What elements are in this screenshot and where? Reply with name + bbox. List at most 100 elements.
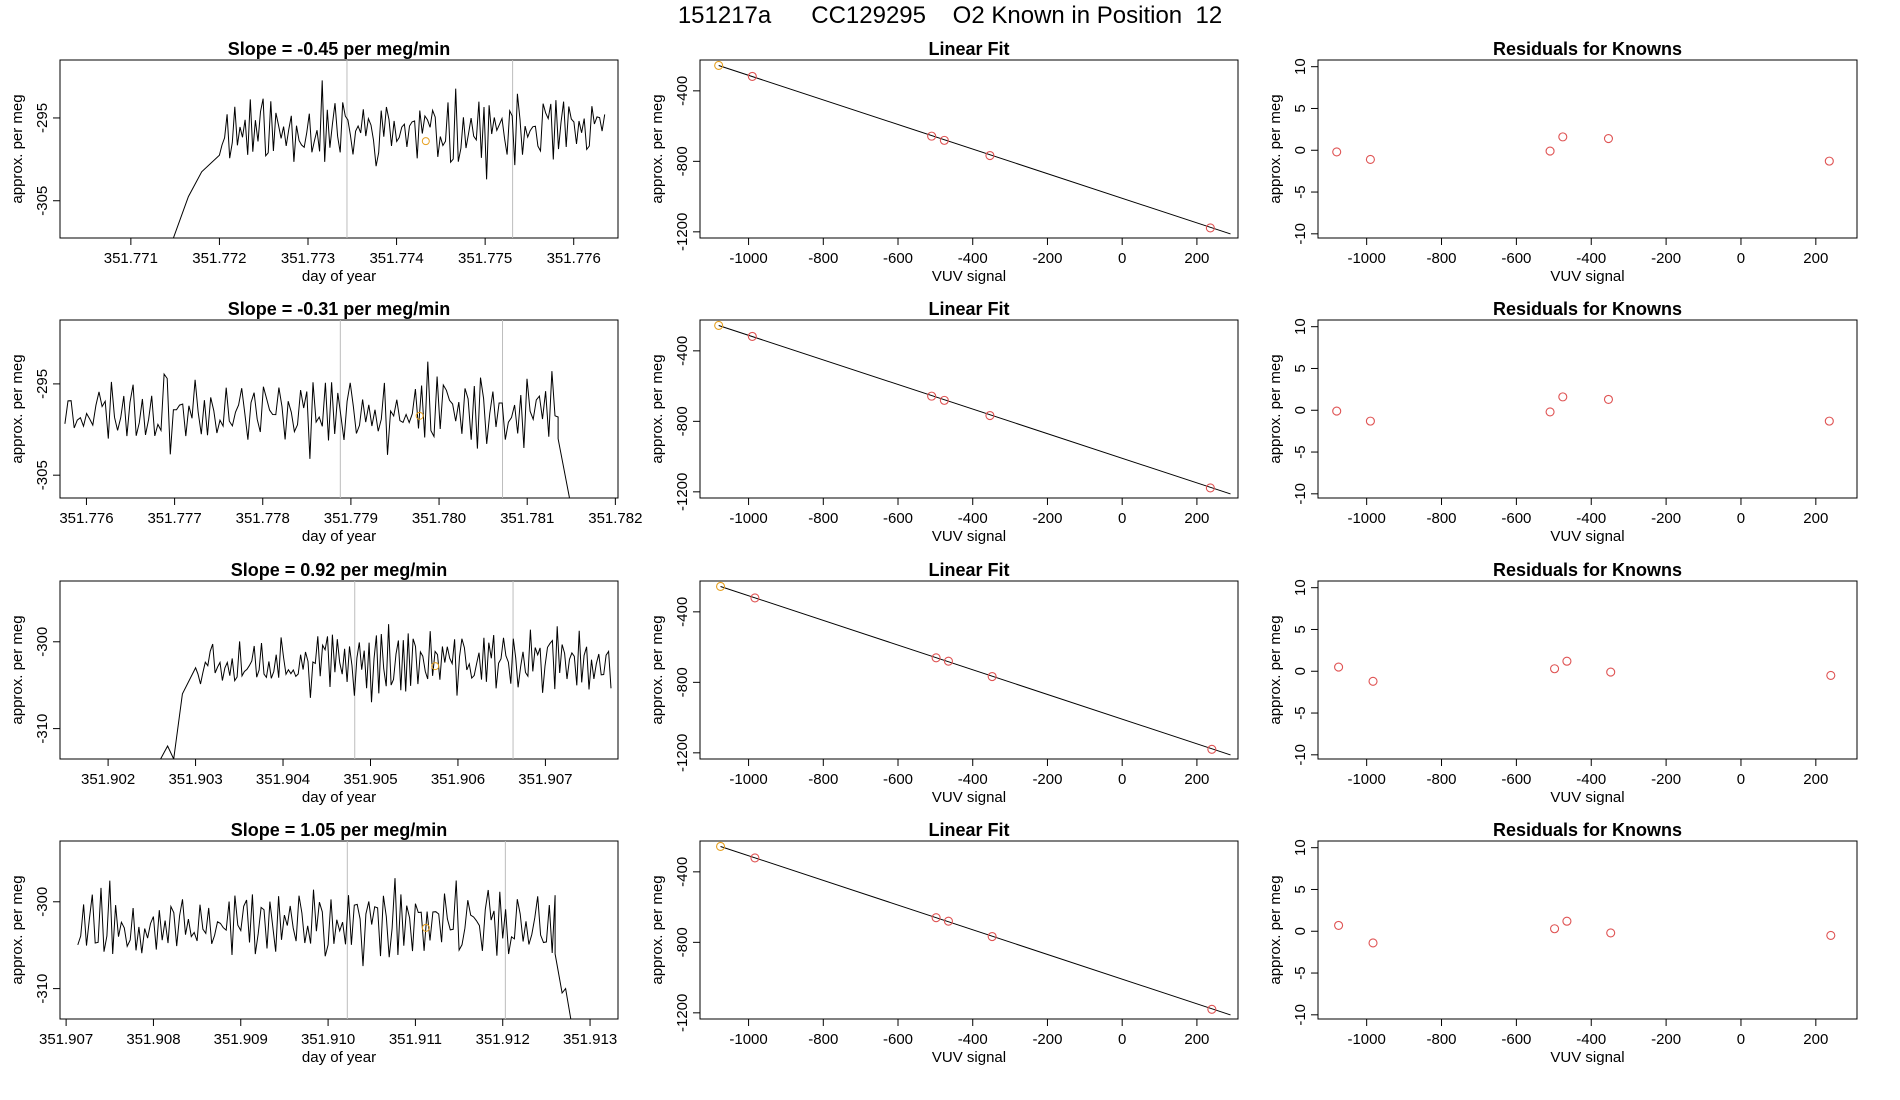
plot-area (77, 841, 572, 1019)
data-point (1550, 664, 1560, 674)
data-point (1205, 483, 1215, 493)
x-axis-label: day of year (302, 268, 376, 285)
x-tick-label: 0 (1737, 1031, 1745, 1048)
y-tick-label: -800 (674, 406, 691, 436)
y-tick-label: -1200 (674, 213, 691, 251)
data-point (1545, 146, 1555, 156)
y-tick-label: 10 (1292, 579, 1309, 596)
x-tick-label: 351.903 (168, 771, 222, 788)
panel-title: Residuals for Knowns (1493, 39, 1682, 59)
x-tick-label: 351.775 (458, 250, 512, 267)
x-axis-label: VUV signal (1550, 528, 1624, 545)
y-axis-label: approx. per meg (1267, 94, 1284, 203)
data-point (1824, 156, 1834, 166)
data-point (1334, 662, 1344, 672)
data-point (1207, 744, 1217, 754)
data-point (1365, 154, 1375, 164)
x-tick-label: 351.779 (324, 510, 378, 527)
x-axis-label: VUV signal (932, 268, 1006, 285)
y-tick-label: -300 (34, 887, 51, 917)
x-axis-label: day of year (302, 789, 376, 806)
y-tick-label: -295 (34, 369, 51, 399)
data-point (1606, 928, 1616, 938)
y-axis-label: approx. per meg (9, 354, 26, 463)
x-tick-label: -800 (1427, 771, 1457, 788)
x-tick-label: 351.772 (192, 250, 246, 267)
y-axis-label: approx. per meg (649, 354, 666, 463)
x-tick-label: 200 (1803, 250, 1828, 267)
y-tick-label: -300 (34, 627, 51, 657)
plot-frame (699, 319, 1239, 499)
x-tick-label: -400 (958, 510, 988, 527)
x-tick-label: 0 (1737, 771, 1745, 788)
data-point (1826, 930, 1836, 940)
x-tick-label: 351.904 (256, 771, 310, 788)
plot-area (1332, 132, 1834, 166)
x-tick-label: -200 (1032, 510, 1062, 527)
y-tick-label: -310 (34, 974, 51, 1004)
x-tick-label: -1000 (1347, 510, 1385, 527)
y-tick-label: -5 (1292, 185, 1309, 198)
x-tick-label: 351.907 (39, 1031, 93, 1048)
data-point (1365, 416, 1375, 426)
data-point (1824, 416, 1834, 426)
data-point (1606, 667, 1616, 677)
x-tick-label: 351.912 (476, 1031, 530, 1048)
plot-area (1332, 392, 1834, 426)
x-tick-label: -600 (883, 510, 913, 527)
y-tick-label: -400 (674, 597, 691, 627)
x-tick-label: -600 (883, 250, 913, 267)
x-tick-label: -400 (1576, 1031, 1606, 1048)
x-tick-label: -800 (808, 1031, 838, 1048)
x-tick-label: -200 (1651, 771, 1681, 788)
y-tick-label: 0 (1292, 927, 1309, 935)
x-tick-label: -400 (1576, 771, 1606, 788)
x-tick-label: 0 (1118, 510, 1126, 527)
y-axis-label: approx. per meg (9, 615, 26, 724)
data-point (1332, 406, 1342, 416)
panel-1-1: Slope = -0.45 per meg/min 351.771 351.772 3… (9, 39, 619, 285)
panel-4-3: Residuals for Knowns-1000 -800 -600 -400 -20… (1267, 820, 1858, 1066)
x-tick-label: -600 (1501, 771, 1531, 788)
x-tick-label: 351.780 (412, 510, 466, 527)
x-tick-label: -400 (958, 771, 988, 788)
highlight-point (714, 320, 724, 331)
plot-area (62, 581, 612, 759)
data-point (747, 71, 757, 81)
y-tick-label: -295 (34, 103, 51, 133)
x-tick-label: 200 (1184, 1031, 1209, 1048)
x-tick-label: -800 (808, 771, 838, 788)
y-axis-label: approx. per meg (649, 615, 666, 724)
y-tick-label: -1200 (674, 734, 691, 772)
panel-2-3: Residuals for Knowns-1000 -800 -600 -400 -20… (1267, 299, 1858, 545)
panel-title: Linear Fit (928, 299, 1009, 319)
x-tick-label: -600 (883, 1031, 913, 1048)
x-tick-label: 351.913 (563, 1031, 617, 1048)
panel-1-2: Linear Fit -1000 -800 -600 -400 -200 0 200 VUV s… (649, 39, 1239, 285)
y-tick-label: -5 (1292, 706, 1309, 719)
y-tick-label: -310 (34, 714, 51, 744)
x-tick-label: -1000 (729, 1031, 767, 1048)
panel-3-1: Slope = 0.92 per meg/min 351.902 351.903 35… (9, 560, 619, 806)
fit-line (720, 585, 1231, 756)
panel-2-2: Linear Fit -1000 -800 -600 -400 -200 0 200 VUV s… (649, 299, 1239, 545)
x-tick-label: -1000 (1347, 1031, 1385, 1048)
x-tick-label: 351.771 (104, 250, 158, 267)
data-point (985, 150, 995, 161)
data-point (747, 331, 757, 341)
plot-frame (1317, 59, 1858, 239)
x-tick-label: -200 (1651, 510, 1681, 527)
data-point (927, 131, 937, 141)
panel-title: Linear Fit (928, 820, 1009, 840)
data-point (931, 913, 941, 923)
y-axis-label: approx. per meg (1267, 875, 1284, 984)
x-tick-label: -400 (958, 1031, 988, 1048)
figure-title: 151217a CC129295 O2 Known in Position 12 (677, 2, 1223, 29)
fit-line (718, 324, 1231, 495)
panel-4-2: Linear Fit -1000 -800 -600 -400 -200 0 200 VUV s… (649, 820, 1239, 1066)
panel-3-2: Linear Fit -1000 -800 -600 -400 -200 0 200 VUV s… (649, 560, 1239, 806)
x-tick-label: 351.778 (236, 510, 290, 527)
y-tick-label: -10 (1292, 223, 1309, 245)
panel-3-3: Residuals for Knowns-1000 -800 -600 -400 -20… (1267, 560, 1858, 806)
